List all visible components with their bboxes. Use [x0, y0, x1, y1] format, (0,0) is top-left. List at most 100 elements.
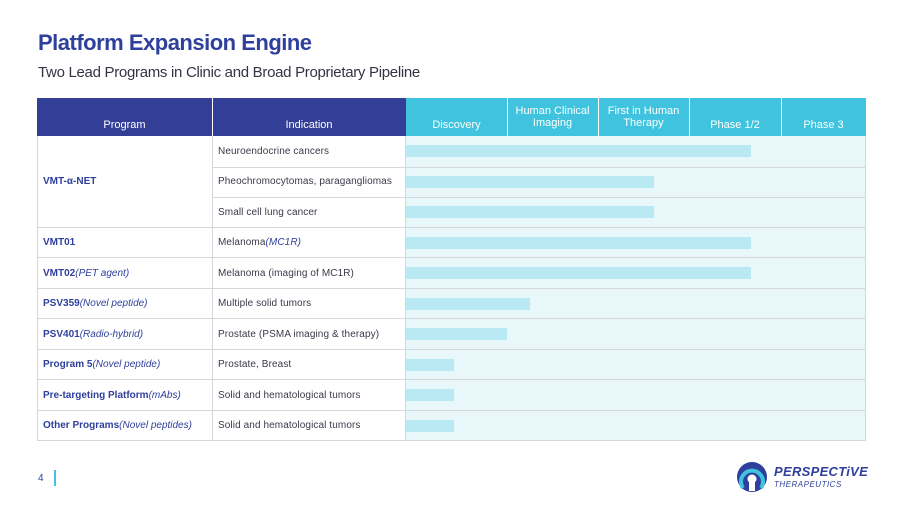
indication-cell: Neuroendocrine cancers	[212, 136, 406, 167]
program-name: Program 5 (Novel peptide)	[37, 350, 212, 381]
program-note: (Novel peptide)	[92, 359, 161, 371]
row-divider	[406, 318, 866, 319]
indication-label: Solid and hematological tumors	[218, 420, 361, 432]
progress-grid	[406, 136, 866, 441]
indication-cell: Pheochromocytomas, paragangliomas	[212, 167, 406, 198]
program-note: (PET agent)	[75, 267, 130, 279]
program-note: (Novel peptides)	[119, 420, 192, 432]
progress-bar	[406, 419, 455, 432]
program-note: (Novel peptide)	[79, 298, 148, 310]
indication-label: Small cell lung cancer	[218, 206, 318, 218]
row-divider	[212, 166, 406, 168]
indication-cell: Small cell lung cancer	[212, 197, 406, 228]
program-label: VMT02	[43, 267, 76, 279]
row-divider	[37, 348, 406, 350]
row-divider	[37, 257, 406, 258]
header-divider	[689, 98, 690, 136]
row-divider	[406, 440, 866, 441]
row-divider	[37, 440, 406, 441]
pipeline-table: Program Indication Discovery Human Clinical…	[37, 98, 866, 441]
row-divider	[406, 166, 866, 168]
program-name: VMT02 (PET agent)	[37, 258, 212, 289]
column-divider	[37, 136, 38, 441]
program-name: PSV401 (Radio-hybrid)	[37, 319, 212, 350]
progress-bar	[406, 267, 751, 280]
indication-cell: Melanoma (MC1R)	[212, 228, 406, 259]
row-divider	[37, 287, 406, 289]
header-divider	[212, 98, 213, 136]
indication-note: (MC1R)	[265, 237, 302, 249]
column-header-stage: Human Clinical Imaging	[515, 105, 590, 129]
indication-label: Neuroendocrine cancers	[218, 145, 330, 157]
page-number-divider	[54, 470, 56, 486]
indication-cell: Solid and hematological tumors	[212, 411, 406, 442]
row-divider	[406, 226, 866, 228]
indication-cell: Multiple solid tumors	[212, 289, 406, 320]
column-header-stage: First in Human Therapy	[607, 105, 680, 129]
indication-cell: Solid and hematological tumors	[212, 380, 406, 411]
indication-cell: Prostate (PSMA imaging & therapy)	[212, 319, 406, 350]
row-divider	[37, 379, 406, 380]
column-header-indication: Indication	[285, 119, 333, 131]
header-divider	[507, 98, 508, 136]
program-name: Pre-targeting Platform (mAbs)	[37, 380, 212, 411]
column-divider	[865, 136, 866, 441]
column-divider	[212, 136, 213, 441]
column-header-stage: Phase 1/2	[710, 119, 760, 131]
row-divider	[406, 379, 866, 380]
program-label: PSV359	[43, 298, 80, 310]
program-name: PSV359 (Novel peptide)	[37, 289, 212, 320]
indication-label: Solid and hematological tumors	[218, 389, 361, 401]
slide-title: Platform Expansion Engine	[38, 30, 312, 55]
progress-bar	[406, 358, 455, 371]
row-divider	[406, 287, 866, 289]
indication-label: Pheochromocytomas, paragangliomas	[218, 176, 392, 188]
logo-wordmark: PERSPECTiVE	[774, 464, 869, 479]
indication-label: Multiple solid tumors	[218, 298, 312, 310]
progress-bar	[406, 389, 455, 402]
program-name: VMT-α-NET	[37, 136, 212, 228]
column-header-stage: Phase 3	[803, 119, 844, 131]
row-divider	[406, 257, 866, 258]
program-name: VMT01	[37, 228, 212, 259]
page-number: 4	[38, 473, 44, 484]
progress-bar	[406, 328, 508, 341]
column-header-stage: Discovery	[432, 119, 481, 131]
program-note: (Radio-hybrid)	[79, 328, 144, 340]
table-header-left	[37, 98, 406, 136]
program-note: (mAbs)	[148, 389, 181, 401]
program-label: Pre-targeting Platform	[43, 389, 149, 401]
program-grid: VMT-α-NET Neuroendocrine cancers Pheochrom…	[37, 136, 406, 441]
row-divider	[37, 409, 406, 411]
progress-bar	[406, 175, 655, 188]
progress-bar	[406, 206, 655, 219]
indication-label: Melanoma (imaging of MC1R)	[218, 267, 354, 279]
program-label: VMT01	[43, 237, 76, 249]
column-divider	[405, 136, 406, 441]
header-divider	[598, 98, 599, 136]
progress-bar	[406, 236, 751, 249]
company-logo: PERSPECTiVE THERAPEUTICS	[736, 461, 876, 493]
row-divider	[37, 226, 406, 228]
indication-cell: Melanoma (imaging of MC1R)	[212, 258, 406, 289]
header-divider	[781, 98, 782, 136]
row-divider	[37, 318, 406, 319]
row-divider	[406, 197, 866, 198]
indication-label: Melanoma	[218, 237, 266, 249]
indication-cell: Prostate, Breast	[212, 350, 406, 381]
row-divider	[406, 409, 866, 411]
indication-label: Prostate, Breast	[218, 359, 292, 371]
progress-bar	[406, 145, 751, 158]
table-header-stages	[406, 98, 866, 136]
logo-subtitle: THERAPEUTICS	[774, 480, 842, 489]
row-divider	[212, 197, 406, 198]
program-label: VMT-α-NET	[43, 176, 97, 188]
program-name: Other Programs (Novel peptides)	[37, 411, 212, 442]
column-header-program: Program	[103, 119, 146, 131]
program-label: PSV401	[43, 328, 80, 340]
slide-subtitle: Two Lead Programs in Clinic and Broad Pr…	[38, 64, 420, 81]
program-label: Other Programs	[43, 420, 120, 432]
indication-label: Prostate (PSMA imaging & therapy)	[218, 328, 380, 340]
logo-mark-icon	[737, 462, 767, 492]
row-divider	[406, 348, 866, 350]
